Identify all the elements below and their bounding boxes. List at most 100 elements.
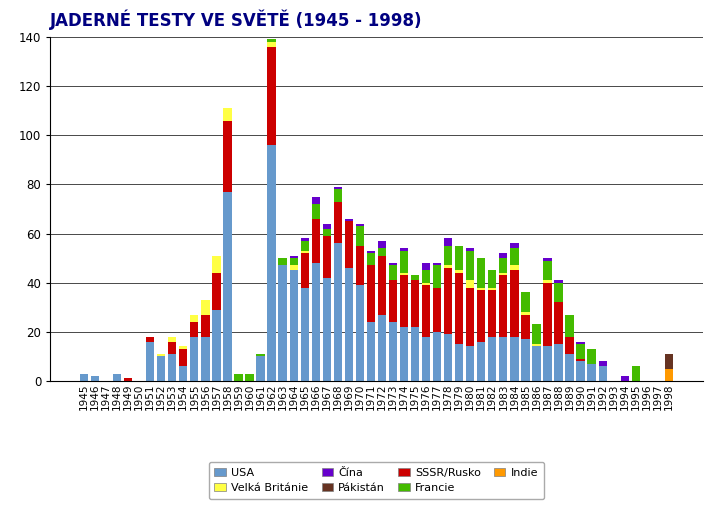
Bar (444, 239, 452, 246)
Bar (212, 256, 221, 273)
Bar (146, 336, 154, 342)
Bar (378, 256, 386, 315)
Bar (532, 346, 541, 381)
Bar (333, 243, 342, 381)
Bar (356, 224, 364, 226)
Bar (400, 248, 408, 251)
Bar (290, 266, 298, 270)
Bar (333, 202, 342, 243)
Bar (257, 354, 265, 357)
Bar (433, 332, 441, 381)
Bar (511, 243, 518, 248)
Bar (566, 354, 574, 381)
Bar (312, 204, 320, 219)
Bar (168, 336, 176, 342)
Bar (312, 263, 320, 381)
Bar (511, 270, 518, 336)
Text: JADERNÉ TESTY VE SVĚTĚ (1945 - 1998): JADERNÉ TESTY VE SVĚTĚ (1945 - 1998) (50, 10, 423, 30)
Bar (543, 346, 551, 381)
Bar (477, 258, 485, 288)
Bar (323, 224, 331, 229)
Bar (422, 263, 430, 270)
Bar (511, 248, 518, 266)
Bar (433, 266, 441, 288)
Bar (554, 280, 563, 282)
Bar (499, 336, 508, 381)
Bar (621, 376, 629, 381)
Bar (378, 315, 386, 381)
Bar (345, 219, 353, 221)
Bar (576, 361, 585, 381)
Bar (389, 266, 397, 280)
Bar (400, 273, 408, 275)
Bar (356, 246, 364, 285)
Bar (323, 278, 331, 381)
Bar (290, 258, 298, 266)
Bar (499, 253, 508, 258)
Bar (587, 349, 596, 364)
Bar (433, 288, 441, 332)
Bar (543, 280, 551, 282)
Bar (488, 288, 496, 290)
Bar (488, 290, 496, 336)
Bar (312, 197, 320, 204)
Bar (190, 336, 199, 381)
Bar (466, 288, 475, 346)
Bar (323, 229, 331, 236)
Bar (566, 336, 574, 354)
Bar (455, 270, 463, 273)
Bar (444, 246, 452, 266)
Bar (300, 241, 309, 251)
Bar (168, 354, 176, 381)
Bar (245, 373, 254, 381)
Bar (345, 268, 353, 381)
Bar (566, 315, 574, 336)
Bar (345, 221, 353, 268)
Bar (179, 366, 187, 381)
Bar (521, 312, 530, 315)
Bar (212, 273, 221, 309)
Bar (400, 327, 408, 381)
Bar (422, 285, 430, 336)
Bar (278, 258, 287, 266)
Bar (632, 366, 640, 381)
Bar (234, 373, 242, 381)
Bar (389, 263, 397, 266)
Bar (267, 42, 276, 47)
Bar (212, 309, 221, 381)
Bar (201, 300, 209, 315)
Bar (367, 253, 375, 266)
Bar (146, 342, 154, 381)
Bar (333, 187, 342, 189)
Bar (422, 270, 430, 282)
Bar (477, 288, 485, 290)
Bar (367, 322, 375, 381)
Bar (201, 336, 209, 381)
Bar (477, 290, 485, 342)
Bar (532, 344, 541, 346)
Bar (157, 354, 166, 357)
Bar (113, 373, 121, 381)
Bar (411, 327, 419, 381)
Bar (400, 275, 408, 327)
Bar (190, 322, 199, 336)
Bar (356, 285, 364, 381)
Bar (223, 121, 232, 191)
Bar (665, 354, 673, 369)
Bar (444, 268, 452, 334)
Bar (80, 373, 88, 381)
Bar (576, 342, 585, 344)
Bar (389, 280, 397, 322)
Bar (499, 258, 508, 273)
Bar (576, 344, 585, 359)
Bar (333, 189, 342, 202)
Bar (532, 324, 541, 344)
Bar (511, 336, 518, 381)
Bar (323, 236, 331, 278)
Bar (278, 266, 287, 381)
Bar (488, 336, 496, 381)
Bar (378, 248, 386, 256)
Bar (168, 342, 176, 354)
Bar (466, 280, 475, 288)
Bar (599, 366, 607, 381)
